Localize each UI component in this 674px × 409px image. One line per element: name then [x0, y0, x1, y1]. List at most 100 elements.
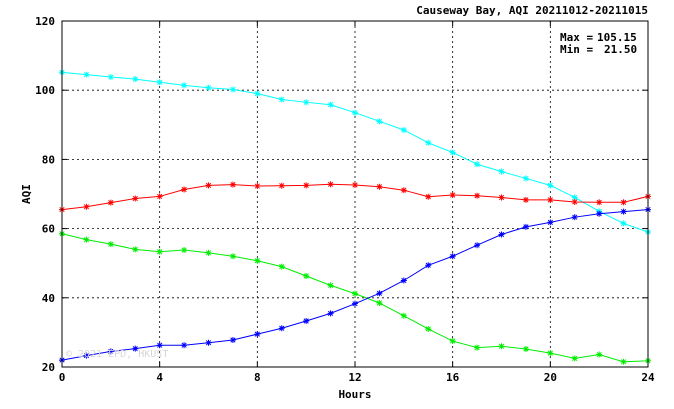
data-point: [474, 344, 481, 351]
min-value: 21.50: [604, 43, 637, 56]
data-point: [571, 194, 578, 201]
data-point: [522, 223, 529, 230]
data-point: [83, 71, 90, 78]
data-point: [449, 338, 456, 345]
data-point: [449, 192, 456, 199]
data-point: [107, 348, 114, 355]
data-point: [327, 101, 334, 108]
watermark: © 2021 EPD, HKUST: [66, 349, 168, 360]
data-point: [571, 355, 578, 362]
data-point: [83, 203, 90, 210]
data-point: [132, 345, 139, 352]
data-point: [156, 193, 163, 200]
data-point: [278, 325, 285, 332]
data-point: [425, 262, 432, 269]
data-point: [522, 346, 529, 353]
data-point: [352, 290, 358, 297]
x-tick-label: 24: [641, 371, 655, 384]
data-point: [205, 339, 212, 346]
y-tick-label: 60: [42, 223, 55, 236]
data-point: [205, 249, 212, 256]
series-layer: [59, 69, 651, 365]
min-label: Min =: [560, 43, 593, 56]
data-point: [474, 242, 481, 249]
data-point: [254, 90, 261, 97]
series-0: [59, 69, 651, 236]
data-point: [498, 343, 505, 350]
data-point: [303, 317, 310, 324]
data-point: [205, 182, 212, 189]
y-tick-label: 120: [35, 15, 55, 28]
data-point: [254, 257, 261, 264]
data-point: [425, 139, 432, 146]
data-point: [425, 193, 432, 200]
data-point: [303, 273, 310, 280]
y-axis-title: AQI: [20, 184, 33, 204]
max-label: Max =: [560, 31, 593, 44]
data-point: [181, 186, 188, 193]
series-1: [59, 181, 651, 213]
x-tick-label: 16: [446, 371, 460, 384]
data-point: [303, 99, 310, 106]
data-point: [181, 342, 188, 349]
data-point: [132, 246, 139, 253]
data-point: [498, 168, 505, 175]
data-point: [474, 161, 481, 168]
data-point: [376, 183, 383, 190]
data-point: [547, 182, 554, 189]
data-point: [107, 241, 114, 248]
data-point: [83, 352, 90, 359]
data-point: [376, 299, 383, 306]
data-point: [400, 277, 407, 284]
data-point: [278, 182, 285, 189]
data-point: [474, 192, 481, 199]
data-point: [400, 126, 407, 133]
x-tick-label: 0: [59, 371, 66, 384]
data-point: [620, 358, 627, 365]
data-point: [522, 196, 529, 203]
y-tick-label: 80: [42, 153, 55, 166]
data-point: [254, 331, 261, 338]
data-point: [571, 198, 578, 205]
data-point: [620, 220, 627, 227]
data-point: [132, 76, 139, 83]
data-point: [132, 195, 139, 202]
max-value: 105.15: [597, 31, 637, 44]
x-tick-label: 12: [348, 371, 361, 384]
data-point: [620, 199, 627, 206]
data-point: [352, 109, 358, 116]
data-point: [327, 310, 334, 317]
data-point: [229, 253, 236, 260]
data-point: [156, 248, 163, 255]
x-axis-title: Hours: [338, 388, 371, 401]
data-point: [596, 210, 603, 217]
grid-layer: [62, 21, 648, 367]
x-tick-label: 4: [156, 371, 163, 384]
data-point: [376, 290, 383, 297]
x-tick-label: 8: [254, 371, 261, 384]
y-tick-label: 20: [42, 361, 55, 374]
series-3: [59, 206, 651, 364]
data-point: [107, 199, 114, 206]
data-point: [498, 194, 505, 201]
data-point: [547, 196, 554, 203]
data-point: [181, 247, 188, 254]
data-point: [547, 350, 554, 357]
data-point: [156, 79, 163, 86]
data-point: [571, 214, 578, 221]
data-point: [229, 337, 236, 344]
data-point: [352, 182, 358, 189]
data-point: [278, 96, 285, 103]
data-point: [205, 84, 212, 91]
data-point: [181, 82, 188, 89]
data-point: [596, 351, 603, 358]
data-point: [400, 312, 407, 319]
data-point: [229, 86, 236, 93]
data-point: [425, 325, 432, 332]
data-point: [498, 231, 505, 238]
data-point: [327, 181, 334, 188]
data-point: [303, 182, 310, 189]
data-point: [327, 282, 334, 289]
data-point: [522, 175, 529, 182]
y-tick-label: 40: [42, 292, 55, 305]
